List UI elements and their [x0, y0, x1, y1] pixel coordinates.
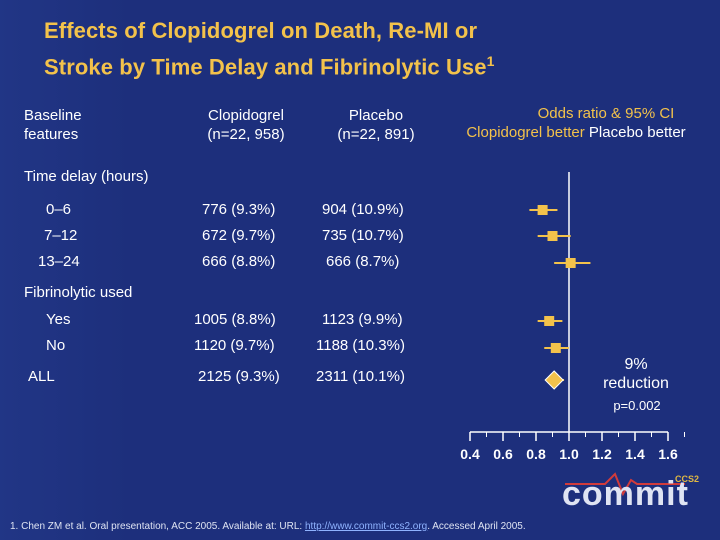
header-clopidogrel: Clopidogrel (n=22, 958): [192, 106, 300, 144]
heartbeat-icon: [565, 472, 685, 497]
row-placebo: 1188 (10.3%): [316, 337, 405, 354]
header-odds-ratio: Odds ratio & 95% CI Clopidogrel better P…: [432, 104, 720, 142]
header-placebo-line2: (n=22, 891): [337, 126, 415, 143]
title-line-1: Effects of Clopidogrel on Death, Re-MI o…: [44, 18, 478, 43]
header-placebo-better: Placebo better: [588, 124, 686, 141]
section-fibrinolytic: Fibrinolytic used: [24, 284, 133, 301]
header-odds-ratio-title: Odds ratio & 95% CI: [537, 105, 675, 122]
header-placebo: Placebo (n=22, 891): [322, 106, 430, 144]
slide-title: Effects of Clopidogrel on Death, Re-MI o…: [44, 16, 684, 82]
reduction-percent: 9%: [624, 356, 648, 373]
row-label: ALL: [28, 368, 55, 385]
x-tick-label: 1.2: [592, 446, 612, 462]
x-tick-label: 0.6: [493, 446, 513, 462]
commit-logo-ccs2: CCS2: [675, 474, 700, 484]
header-baseline: Baseline features: [24, 106, 82, 144]
estimate-square: [537, 205, 548, 215]
footnote-text: 1. Chen ZM et al. Oral presentation, ACC…: [10, 521, 305, 532]
reduction-annotation: 9% reduction: [594, 355, 678, 393]
x-tick-label: 1.6: [658, 446, 678, 462]
title-footnote-marker: 1: [486, 53, 495, 69]
estimate-square: [550, 343, 561, 353]
x-tick-label: 1.0: [559, 446, 579, 462]
footnote-link[interactable]: http://www.commit-ccs2.org: [304, 521, 428, 532]
x-tick-label: 0.4: [460, 446, 480, 462]
background-stripe: [0, 0, 130, 540]
row-placebo: 735 (10.7%): [322, 227, 404, 244]
row-clopidogrel: 2125 (9.3%): [198, 368, 280, 385]
header-odds-ratio-sides: Clopidogrel better Placebo better: [432, 123, 720, 142]
estimate-square: [544, 316, 555, 326]
commit-logo: commit: [562, 475, 689, 513]
title-line-2: Stroke by Time Delay and Fibrinolytic Us…: [44, 54, 487, 80]
row-placebo: 2311 (10.1%): [316, 368, 405, 385]
reduction-label: reduction: [603, 375, 669, 392]
row-clopidogrel: 1120 (9.7%): [194, 337, 275, 354]
footnote: 1. Chen ZM et al. Oral presentation, ACC…: [10, 521, 526, 532]
row-label: 7–12: [44, 227, 78, 244]
row-clopidogrel: 1005 (8.8%): [194, 311, 276, 328]
estimate-square: [565, 258, 576, 268]
pooled-diamond: [544, 370, 564, 390]
p-value: p=0.002: [613, 398, 661, 413]
row-placebo: 904 (10.9%): [322, 201, 404, 218]
section-time-delay: Time delay (hours): [24, 168, 149, 185]
row-label: 0–6: [46, 201, 72, 218]
header-clopidogrel-line1: Clopidogrel: [208, 107, 284, 124]
row-label: Yes: [46, 311, 71, 328]
header-clopidogrel-better: Clopidogrel better: [466, 124, 585, 141]
row-clopidogrel: 672 (9.7%): [202, 227, 276, 244]
header-baseline-line2: features: [24, 126, 79, 143]
header-placebo-line1: Placebo: [348, 107, 404, 124]
estimate-square: [547, 231, 558, 241]
row-clopidogrel: 776 (9.3%): [202, 201, 276, 218]
header-clopidogrel-line2: (n=22, 958): [207, 126, 285, 143]
footnote-end: . Accessed April 2005.: [427, 521, 526, 532]
row-label: 13–24: [38, 253, 80, 270]
header-baseline-line1: Baseline: [24, 107, 82, 124]
x-tick-label: 0.8: [526, 446, 546, 462]
row-placebo: 1123 (9.9%): [322, 311, 403, 328]
row-label: No: [46, 337, 66, 354]
row-clopidogrel: 666 (8.8%): [202, 253, 276, 270]
x-tick-label: 1.4: [625, 446, 645, 462]
row-placebo: 666 (8.7%): [326, 253, 400, 270]
